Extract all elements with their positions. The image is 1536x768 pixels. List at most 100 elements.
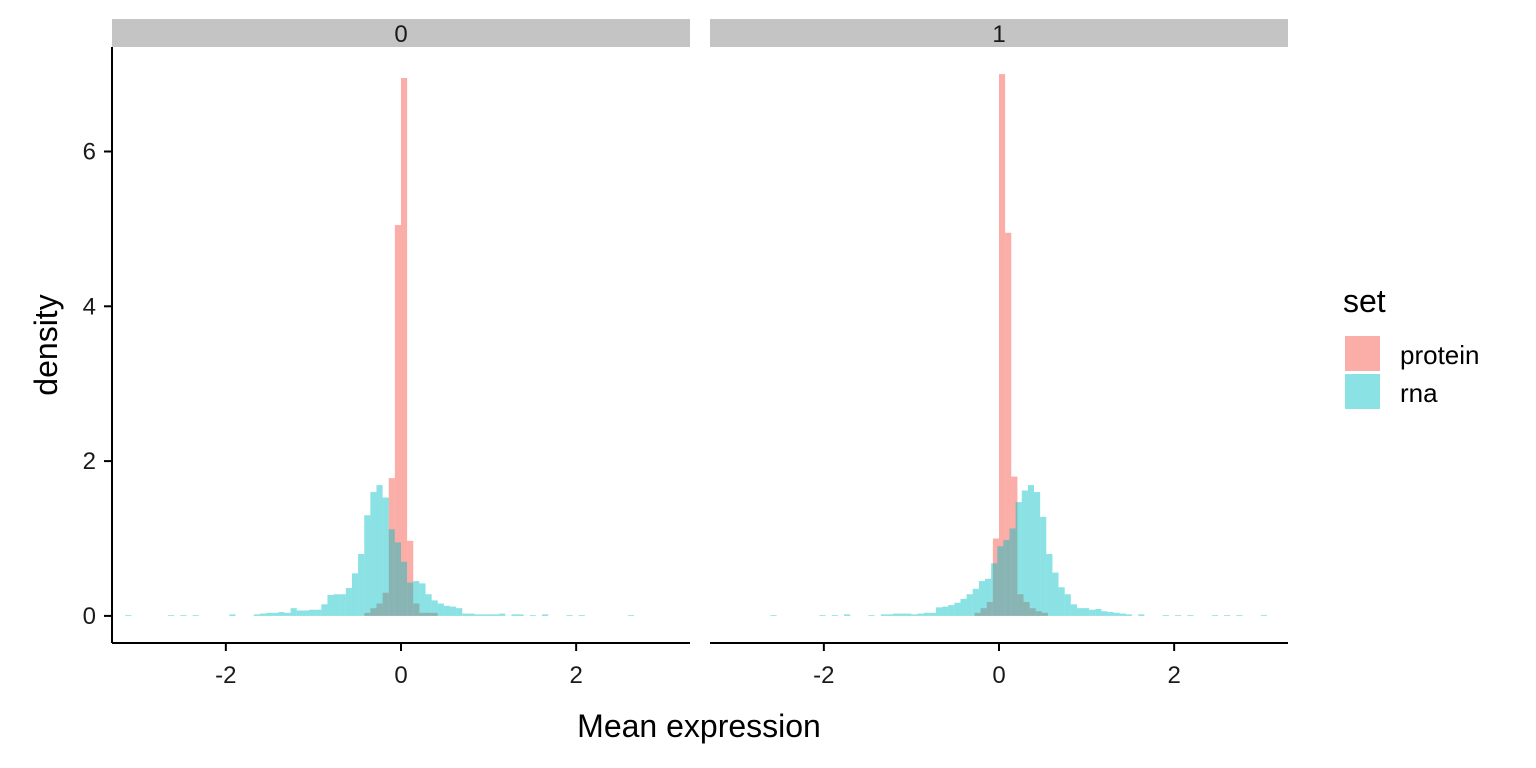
histogram-bar-protein bbox=[394, 225, 401, 616]
histogram-bar-rna bbox=[984, 578, 992, 616]
histogram-bar-rna bbox=[1052, 572, 1059, 616]
bars-panel-0 bbox=[125, 77, 634, 616]
histogram-bar-rna bbox=[880, 614, 887, 616]
histogram-bar-rna bbox=[456, 608, 463, 616]
histogram-bar-rna bbox=[511, 614, 518, 616]
histogram-bar-rna bbox=[1175, 615, 1182, 616]
histogram-bar-rna bbox=[1083, 608, 1090, 616]
panel-0: 0 -2 0 2 bbox=[111, 19, 690, 689]
histogram-bar-rna bbox=[443, 605, 451, 616]
histogram-bar-protein bbox=[1017, 594, 1024, 616]
histogram-bar-protein bbox=[370, 608, 377, 616]
series-protein bbox=[364, 77, 438, 616]
histogram-bar-rna bbox=[492, 614, 500, 616]
strip-background-0 bbox=[112, 19, 690, 47]
histogram-bar-rna bbox=[229, 614, 236, 616]
legend-swatch-protein bbox=[1345, 336, 1380, 371]
histogram-bar-rna bbox=[1009, 528, 1016, 616]
histogram-bar-protein bbox=[1023, 601, 1030, 616]
histogram-bar-protein bbox=[980, 608, 987, 616]
histogram-bar-protein bbox=[999, 74, 1006, 616]
histogram-bar-rna bbox=[1138, 614, 1145, 616]
histogram-bar-rna bbox=[339, 594, 346, 616]
histogram-bar-rna bbox=[1187, 615, 1194, 616]
histogram-bar-rna bbox=[929, 612, 936, 616]
histogram-bar-rna bbox=[315, 609, 322, 616]
histogram-bar-rna bbox=[425, 594, 432, 616]
histogram-bar-rna bbox=[1015, 502, 1022, 616]
histogram-bar-rna bbox=[893, 613, 900, 616]
histogram-bar-rna bbox=[321, 604, 328, 616]
histogram-bar-rna bbox=[770, 615, 777, 616]
histogram-bar-rna bbox=[388, 529, 395, 616]
histogram-bar-rna bbox=[125, 615, 132, 616]
histogram-bar-rna bbox=[1058, 587, 1065, 616]
histogram-bar-rna bbox=[376, 485, 383, 616]
histogram-bar-rna bbox=[345, 588, 352, 616]
histogram-bar-rna bbox=[1040, 516, 1047, 616]
histogram-bar-rna bbox=[935, 607, 943, 616]
y-axis-title: density bbox=[28, 294, 64, 395]
histogram-bar-rna bbox=[1113, 612, 1120, 616]
series-rna bbox=[125, 485, 634, 616]
histogram-bar-rna bbox=[1101, 611, 1108, 616]
histogram-bar-rna bbox=[480, 614, 487, 616]
histogram-bar-protein bbox=[425, 612, 432, 616]
histogram-bar-protein bbox=[419, 612, 426, 616]
series-protein bbox=[974, 74, 1049, 616]
histogram-bar-rna bbox=[394, 542, 401, 616]
histogram-bar-rna bbox=[831, 615, 838, 616]
histogram-bar-rna bbox=[260, 613, 267, 616]
histogram-bar-rna bbox=[997, 546, 1004, 616]
histogram-bar-rna bbox=[327, 595, 334, 616]
histogram-bar-protein bbox=[1041, 612, 1049, 616]
histogram-bar-rna bbox=[333, 594, 340, 616]
histogram-bar-rna bbox=[517, 614, 524, 616]
histogram-bar-rna bbox=[954, 602, 961, 616]
histogram-bar-rna bbox=[1236, 615, 1243, 616]
strip-label-1: 1 bbox=[992, 21, 1005, 48]
histogram-bar-rna bbox=[302, 610, 310, 616]
x-tick-label: -2 bbox=[215, 662, 236, 689]
histogram-bar-rna bbox=[923, 612, 930, 616]
legend-label-protein: protein bbox=[1400, 340, 1480, 370]
histogram-bar-rna bbox=[296, 610, 303, 616]
histogram-bar-rna bbox=[431, 600, 438, 616]
histogram-bar-rna bbox=[566, 615, 573, 616]
strip-background-1 bbox=[710, 19, 1288, 47]
legend-label-rna: rna bbox=[1400, 378, 1438, 408]
y-tick-label: 6 bbox=[83, 138, 96, 165]
histogram-bar-rna bbox=[474, 614, 481, 616]
x-tick-label: 0 bbox=[992, 662, 1005, 689]
x-tick-label: 2 bbox=[569, 662, 582, 689]
histogram-bar-rna bbox=[1107, 612, 1114, 616]
histogram-bar-rna bbox=[462, 613, 469, 616]
histogram-bar-rna bbox=[1125, 614, 1133, 616]
histogram-bar-protein bbox=[992, 538, 999, 616]
histogram-bar-rna bbox=[960, 598, 967, 616]
histogram-bar-rna bbox=[991, 563, 998, 616]
histogram-bar-rna bbox=[917, 613, 924, 616]
histogram-bar-rna bbox=[843, 614, 851, 616]
histogram-bar-rna bbox=[1119, 613, 1126, 616]
histogram-bar-rna bbox=[1046, 553, 1053, 616]
histogram-bar-rna bbox=[1211, 615, 1218, 616]
histogram-bar-protein bbox=[376, 603, 383, 616]
histogram-bar-protein bbox=[1005, 232, 1012, 616]
histogram-bar-rna bbox=[401, 561, 408, 616]
histogram-bar-rna bbox=[627, 615, 634, 616]
histogram-bar-rna bbox=[1070, 604, 1077, 616]
histogram-bar-rna bbox=[948, 605, 955, 616]
histogram-bar-rna bbox=[370, 492, 377, 616]
histogram-bar-rna bbox=[180, 615, 187, 616]
histogram-bar-rna bbox=[192, 615, 199, 616]
histogram-bar-protein bbox=[388, 478, 395, 616]
y-ticks: 0 2 4 6 bbox=[83, 138, 112, 630]
histogram-bar-rna bbox=[468, 613, 475, 616]
histogram-bar-rna bbox=[309, 609, 316, 616]
histogram-bar-rna bbox=[168, 615, 175, 616]
histogram-bar-rna bbox=[284, 612, 291, 616]
histogram-bar-rna bbox=[1064, 594, 1071, 616]
histogram-bar-protein bbox=[431, 612, 438, 616]
